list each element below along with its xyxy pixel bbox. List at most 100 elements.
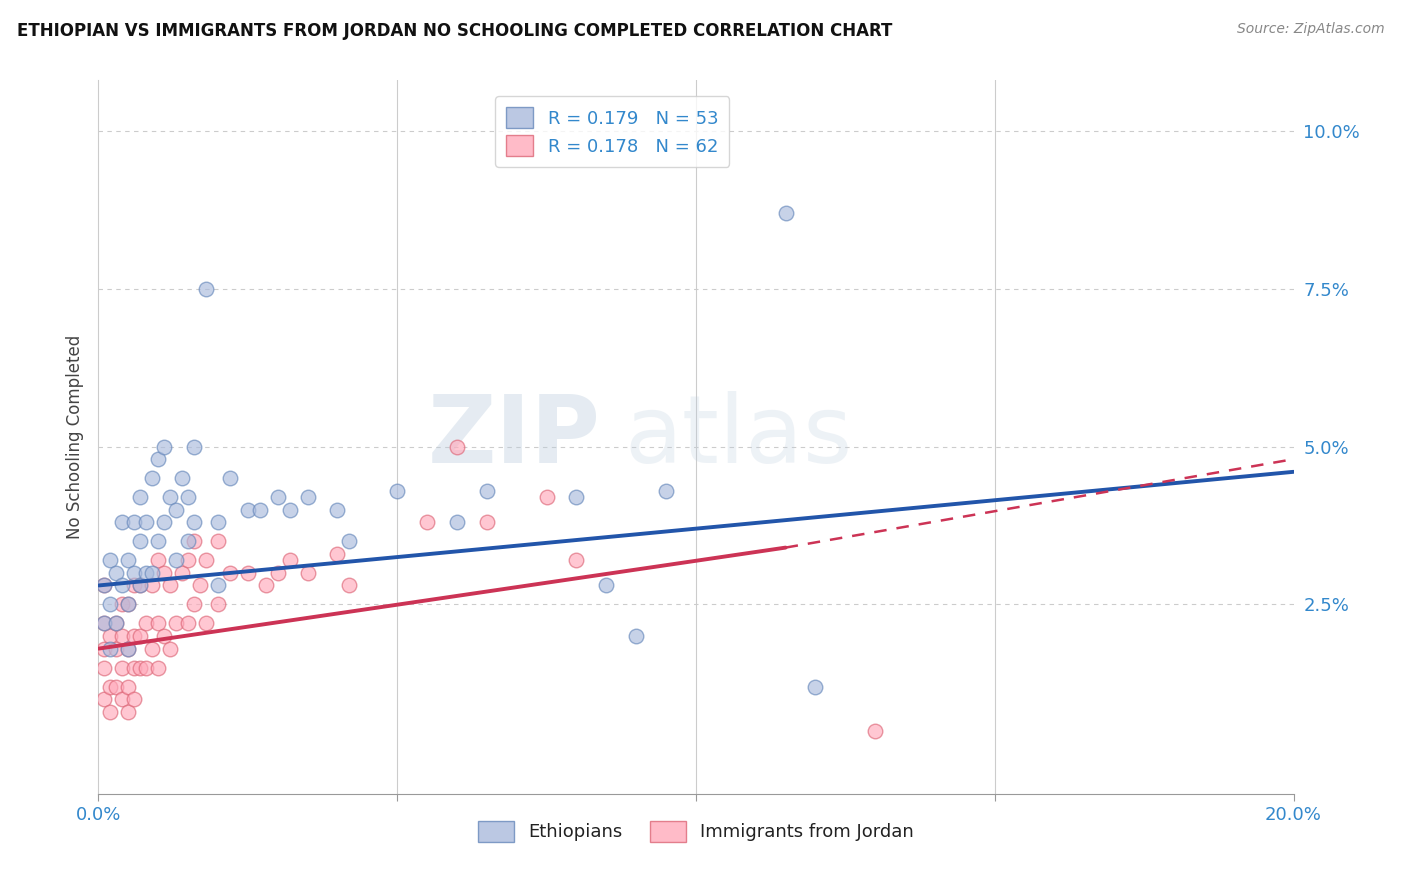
Point <box>93 692 115 706</box>
Point <box>626 629 648 643</box>
Point <box>236 566 259 580</box>
Point <box>195 616 218 631</box>
Point <box>775 206 797 220</box>
Point <box>93 641 115 656</box>
Point <box>207 578 229 592</box>
Point <box>105 680 128 694</box>
Point <box>207 534 229 549</box>
Point <box>278 553 301 567</box>
Point <box>117 598 139 612</box>
Point <box>117 598 139 612</box>
Point <box>195 553 218 567</box>
Point <box>111 516 134 530</box>
Point <box>159 578 181 592</box>
Point <box>207 516 229 530</box>
Point <box>565 490 588 504</box>
Point <box>219 566 242 580</box>
Point <box>135 566 157 580</box>
Point <box>172 566 194 580</box>
Point <box>135 516 157 530</box>
Point <box>124 660 146 674</box>
Point <box>124 578 146 592</box>
Point <box>117 705 139 719</box>
Text: atlas: atlas <box>624 391 852 483</box>
Point <box>188 578 211 592</box>
Point <box>124 516 146 530</box>
Point <box>117 680 139 694</box>
Point <box>111 692 134 706</box>
Point <box>141 578 163 592</box>
Point <box>105 641 128 656</box>
Point <box>111 578 134 592</box>
Point <box>129 660 152 674</box>
Point <box>93 616 115 631</box>
Point <box>267 566 290 580</box>
Point <box>153 440 176 454</box>
Point <box>416 516 439 530</box>
Point <box>98 598 122 612</box>
Point <box>129 578 152 592</box>
Point <box>565 553 588 567</box>
Point <box>153 629 176 643</box>
Point <box>98 680 122 694</box>
Point <box>207 598 229 612</box>
Point <box>111 660 134 674</box>
Point <box>446 516 468 530</box>
Point <box>141 641 163 656</box>
Point <box>297 566 319 580</box>
Point <box>254 578 277 592</box>
Point <box>135 616 157 631</box>
Point <box>153 566 176 580</box>
Point <box>536 490 558 504</box>
Point <box>183 516 205 530</box>
Text: ETHIOPIAN VS IMMIGRANTS FROM JORDAN NO SCHOOLING COMPLETED CORRELATION CHART: ETHIOPIAN VS IMMIGRANTS FROM JORDAN NO S… <box>17 22 893 40</box>
Point <box>159 641 181 656</box>
Point <box>93 578 115 592</box>
Point <box>124 629 146 643</box>
Point <box>129 490 152 504</box>
Point <box>124 566 146 580</box>
Point <box>93 578 115 592</box>
Point <box>172 471 194 485</box>
Point <box>177 616 200 631</box>
Point <box>98 705 122 719</box>
Point <box>475 516 498 530</box>
Point <box>117 553 139 567</box>
Point <box>339 534 361 549</box>
Point <box>195 282 218 296</box>
Point <box>177 490 200 504</box>
Point <box>219 471 242 485</box>
Point <box>804 680 827 694</box>
Point <box>595 578 617 592</box>
Point <box>655 483 678 498</box>
Point <box>177 534 200 549</box>
Point <box>385 483 409 498</box>
Point <box>129 629 152 643</box>
Point <box>165 616 187 631</box>
Point <box>141 566 163 580</box>
Point <box>249 502 271 516</box>
Point <box>93 660 115 674</box>
Point <box>165 502 187 516</box>
Point <box>183 598 205 612</box>
Point <box>148 616 170 631</box>
Text: ZIP: ZIP <box>427 391 600 483</box>
Point <box>105 616 128 631</box>
Point <box>135 660 157 674</box>
Point <box>124 692 146 706</box>
Point <box>183 534 205 549</box>
Point <box>148 452 170 467</box>
Point <box>236 502 259 516</box>
Point <box>148 534 170 549</box>
Point <box>111 598 134 612</box>
Point <box>98 553 122 567</box>
Point <box>153 516 176 530</box>
Point <box>117 641 139 656</box>
Point <box>177 553 200 567</box>
Point <box>117 641 139 656</box>
Point <box>183 440 205 454</box>
Point <box>326 502 349 516</box>
Point <box>278 502 301 516</box>
Y-axis label: No Schooling Completed: No Schooling Completed <box>66 335 84 539</box>
Point <box>165 553 187 567</box>
